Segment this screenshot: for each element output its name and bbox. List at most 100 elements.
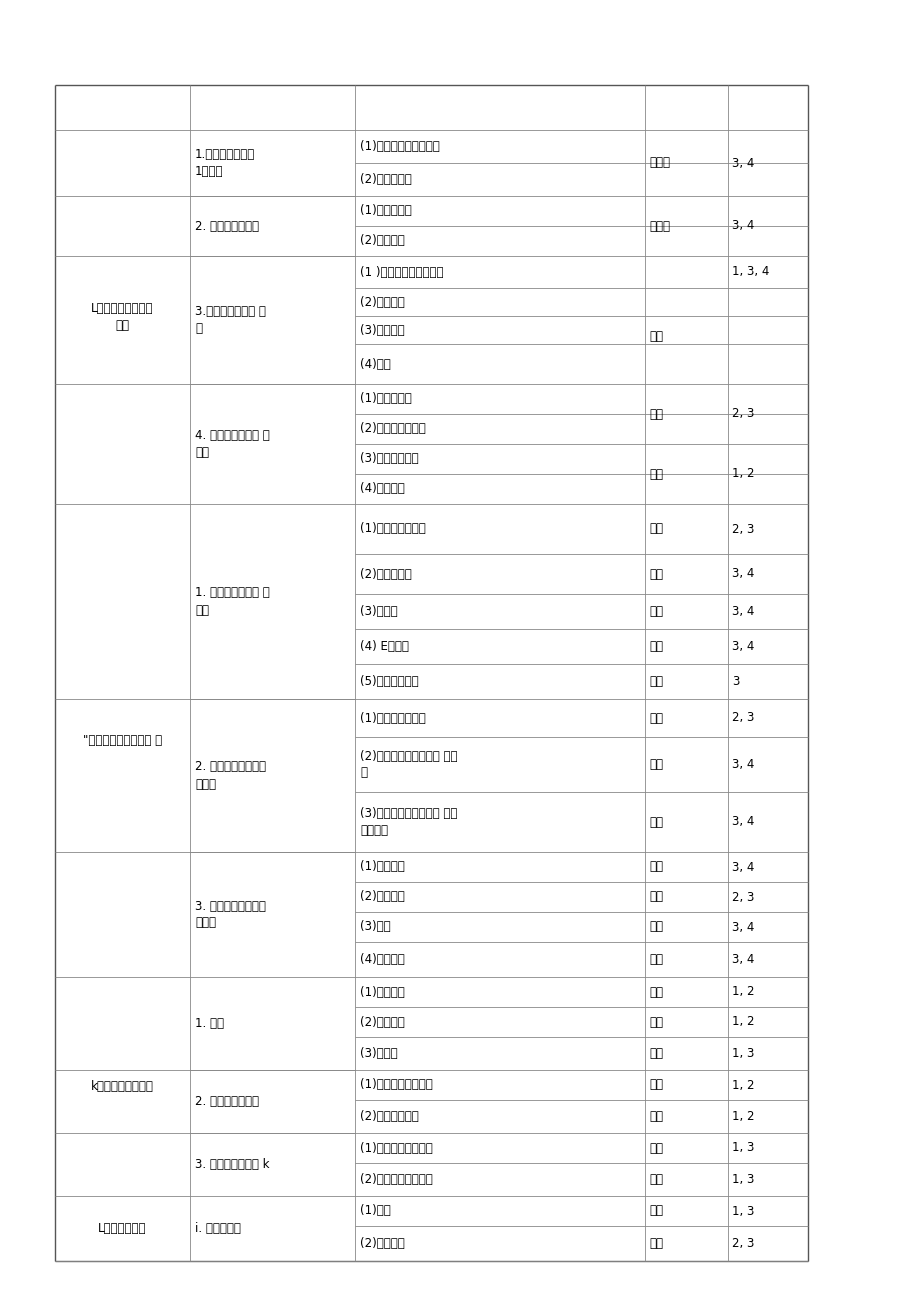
Text: i. 葡萄球菌属: i. 葡萄球菌属 [195,1222,241,1235]
Text: 3, 4: 3, 4 [732,156,754,169]
Text: 2, 3: 2, 3 [732,1237,754,1250]
Text: 3, 4: 3, 4 [732,952,754,966]
Text: (1)拈「「基: (1)拈「「基 [359,860,404,873]
Text: 3, 4: 3, 4 [732,219,754,232]
Text: 2. 细菌的分类方法: 2. 细菌的分类方法 [195,1095,259,1108]
Text: 1.标本的采集和处
1里原则: 1.标本的采集和处 1里原则 [195,149,255,179]
Text: 2. 细菌形态学检查: 2. 细菌形态学检查 [195,219,259,232]
Text: (1)抗分枝杆菌药物: (1)抗分枝杆菌药物 [359,711,425,724]
Text: (4)质控菌株: (4)质控菌株 [359,952,404,966]
Text: 3, 4: 3, 4 [732,640,754,653]
Text: 熟悉: 熟悉 [648,1237,663,1250]
Text: (2)分类等级: (2)分类等级 [359,1015,404,1028]
Text: 2, 3: 2, 3 [732,408,754,421]
Text: (1)分类: (1)分类 [359,1204,391,1217]
Text: 了解: 了解 [648,1173,663,1186]
Text: 1, 2: 1, 2 [732,985,754,998]
Text: 1. 抗菌药物的敏感 性
试验: 1. 抗菌药物的敏感 性 试验 [195,586,269,616]
Text: 熟练掌: 熟练掌 [648,156,669,169]
Text: (3)命名法: (3)命名法 [359,1048,397,1061]
Text: 掌握: 掌握 [648,330,663,343]
Text: (1)标本米集的一般原则: (1)标本米集的一般原则 [359,139,439,152]
Text: (2)伯杰细菌分类系统: (2)伯杰细菌分类系统 [359,1173,432,1186]
Text: 熟悉: 熟悉 [648,523,663,536]
Text: 2, 3: 2, 3 [732,890,754,903]
Text: 1, 2: 1, 2 [732,1110,754,1123]
Text: (2)临床意义: (2)临床意义 [359,1237,404,1250]
Text: 了解: 了解 [648,758,663,771]
Text: 3: 3 [732,675,739,688]
Text: (5)联合药物试验: (5)联合药物试验 [359,675,418,688]
Text: 熟悉: 熟悉 [648,952,663,966]
Text: 了解: 了解 [648,816,663,829]
Text: 熟悉: 熟悉 [648,711,663,724]
Text: 熟练掌: 熟练掌 [648,219,669,232]
Text: (3)生化反应: (3)生化反应 [359,323,404,336]
Text: (1 )培养基的种类和选择: (1 )培养基的种类和选择 [359,266,443,279]
Text: 掌握: 掌握 [648,605,663,618]
Text: 3. 厌氧菌体外药物，
感试验: 3. 厌氧菌体外药物， 感试验 [195,899,266,929]
Text: (4)动物实验: (4)动物实验 [359,482,404,495]
Text: (2)分子生物学检测: (2)分子生物学检测 [359,422,425,435]
Text: 3, 4: 3, 4 [732,605,754,618]
Text: 3, 4: 3, 4 [732,758,754,771]
Text: (3)方法: (3)方法 [359,920,391,933]
Text: (1)抗菌药物的选择: (1)抗菌药物的选择 [359,523,425,536]
Text: k细菌的分类与命名: k细菌的分类与命名 [91,1080,153,1093]
Text: 了解: 了解 [648,1141,663,1154]
Text: (3)细菌毒素检测: (3)细菌毒素检测 [359,452,418,465]
Text: 熟悉: 熟悉 [648,640,663,653]
Text: 3. 细菌分类命名系 k: 3. 细菌分类命名系 k [195,1158,269,1171]
Text: (1)免疫学检测: (1)免疫学检测 [359,392,412,405]
Text: L细菌感染的病原学
，断: L细菌感染的病原学 ，断 [91,302,153,332]
Text: 1, 2: 1, 2 [732,1079,754,1092]
Text: (1)细菌分类系统概述: (1)细菌分类系统概述 [359,1141,432,1154]
Text: 3.细菌分离培养和 卜
定: 3.细菌分离培养和 卜 定 [195,305,266,335]
Text: (4) E试验法: (4) E试验法 [359,640,408,653]
Text: 熟悉: 熟悉 [648,1015,663,1028]
Text: 了解: 了解 [648,1110,663,1123]
Text: 3, 4: 3, 4 [732,816,754,829]
Text: 1, 2: 1, 2 [732,468,754,481]
Text: 了解: 了解 [648,1204,663,1217]
Text: (2)遗传学分类法: (2)遗传学分类法 [359,1110,418,1123]
Text: 熟悉: 熟悉 [648,1048,663,1061]
Text: 2, 3: 2, 3 [732,523,754,536]
Text: 2, 3: 2, 3 [732,711,754,724]
Text: 掌握: 掌握 [648,568,663,581]
Text: (1)基本概念: (1)基本概念 [359,985,404,998]
Text: 1, 2: 1, 2 [732,1015,754,1028]
Text: 1, 3: 1, 3 [732,1173,754,1186]
Text: 2. 分枝杆菌的药物，
感试验: 2. 分枝杆菌的药物， 感试验 [195,761,266,791]
Text: 熟悉: 熟悉 [648,890,663,903]
Text: (2)分离培养: (2)分离培养 [359,296,404,309]
Text: (2)纸片扩散法: (2)纸片扩散法 [359,568,412,581]
Text: 3, 4: 3, 4 [732,860,754,873]
Text: 3, 4: 3, 4 [732,568,754,581]
Text: 了解: 了解 [648,1079,663,1092]
Text: 3, 4: 3, 4 [732,920,754,933]
Text: "、抗菌要五点敏感试 金: "、抗菌要五点敏感试 金 [83,734,162,747]
Text: 熟悉: 熟悉 [648,985,663,998]
Text: 熟悉: 熟悉 [648,920,663,933]
Text: 1, 3: 1, 3 [732,1141,754,1154]
Text: 1, 3, 4: 1, 3, 4 [732,266,768,279]
Text: (2)标本的处理: (2)标本的处理 [359,173,412,186]
Text: (4)鉴定: (4)鉴定 [359,357,391,370]
Text: 4. 细菌的非培养检 则
方法: 4. 细菌的非培养检 则 方法 [195,429,269,459]
Text: 1. 概述: 1. 概述 [195,1018,223,1029]
Text: 了解: 了解 [648,468,663,481]
Text: (2)抗菌药物: (2)抗菌药物 [359,890,404,903]
Text: 熟悉: 熟悉 [648,408,663,421]
Text: 掌握: 掌握 [648,860,663,873]
Text: 1, 3: 1, 3 [732,1048,754,1061]
Text: L革兰阳性球菌: L革兰阳性球菌 [98,1222,147,1235]
Text: 了解: 了解 [648,675,663,688]
Text: (3)快速生长的分枝杆菌 体外
药敏试验: (3)快速生长的分枝杆菌 体外 药敏试验 [359,807,457,837]
Text: (2)染色标本: (2)染色标本 [359,235,404,248]
Text: (3)稀释法: (3)稀释法 [359,605,397,618]
Text: 1, 3: 1, 3 [732,1204,754,1217]
Text: (2)结核分枝杆菌体外药 敏试
验: (2)结核分枝杆菌体外药 敏试 验 [359,749,457,779]
Text: (1)不染色标本: (1)不染色标本 [359,205,412,218]
Text: (1)生物学特性分类法: (1)生物学特性分类法 [359,1079,432,1092]
